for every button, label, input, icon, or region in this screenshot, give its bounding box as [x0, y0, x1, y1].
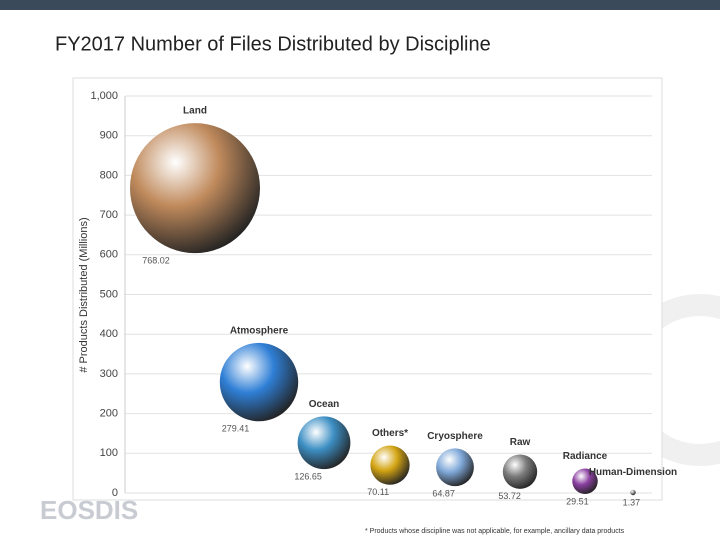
category-label: Cryosphere [427, 431, 483, 442]
logo: EOSDIS [40, 495, 138, 525]
value-label: 768.02 [142, 255, 170, 265]
bubble [370, 445, 410, 485]
y-tick-label: 0 [112, 487, 118, 499]
value-label: 64.87 [432, 489, 455, 499]
y-tick-label: 100 [100, 447, 118, 459]
y-tick-label: 700 [100, 209, 118, 221]
y-tick-label: 600 [100, 249, 118, 261]
bubble [630, 489, 636, 496]
bubble [297, 416, 351, 470]
y-tick-label: 300 [100, 368, 118, 380]
category-label: Ocean [309, 399, 340, 410]
y-tick-label: 1,000 [90, 90, 118, 102]
y-axis-label: # Products Distributed (Millions) [78, 217, 90, 372]
bubble [572, 468, 598, 495]
value-label: 1.37 [623, 498, 641, 508]
value-label: 70.11 [367, 487, 389, 497]
bubble [436, 448, 474, 487]
y-tick-label: 200 [100, 408, 118, 420]
category-label: Raw [510, 437, 531, 448]
category-label: Land [183, 106, 207, 117]
value-label: 126.65 [294, 471, 322, 481]
category-label: Radiance [563, 451, 608, 462]
category-label: Others* [372, 428, 408, 439]
value-label: 29.51 [566, 496, 589, 506]
top-bar [0, 0, 720, 10]
bubble [219, 342, 299, 422]
y-tick-label: 900 [100, 130, 118, 142]
y-tick-label: 500 [100, 288, 118, 300]
footnote: * Products whose discipline was not appl… [365, 528, 625, 535]
y-tick-label: 800 [100, 169, 118, 181]
value-label: 53.72 [498, 491, 521, 501]
value-label: 279.41 [222, 424, 250, 434]
category-label: Human-Dimension [589, 467, 677, 478]
slide-title: FY2017 Number of Files Distributed by Di… [55, 33, 491, 55]
bubble [502, 454, 538, 489]
category-label: Atmosphere [230, 326, 289, 337]
y-tick-label: 400 [100, 328, 118, 340]
bubble [130, 123, 260, 254]
